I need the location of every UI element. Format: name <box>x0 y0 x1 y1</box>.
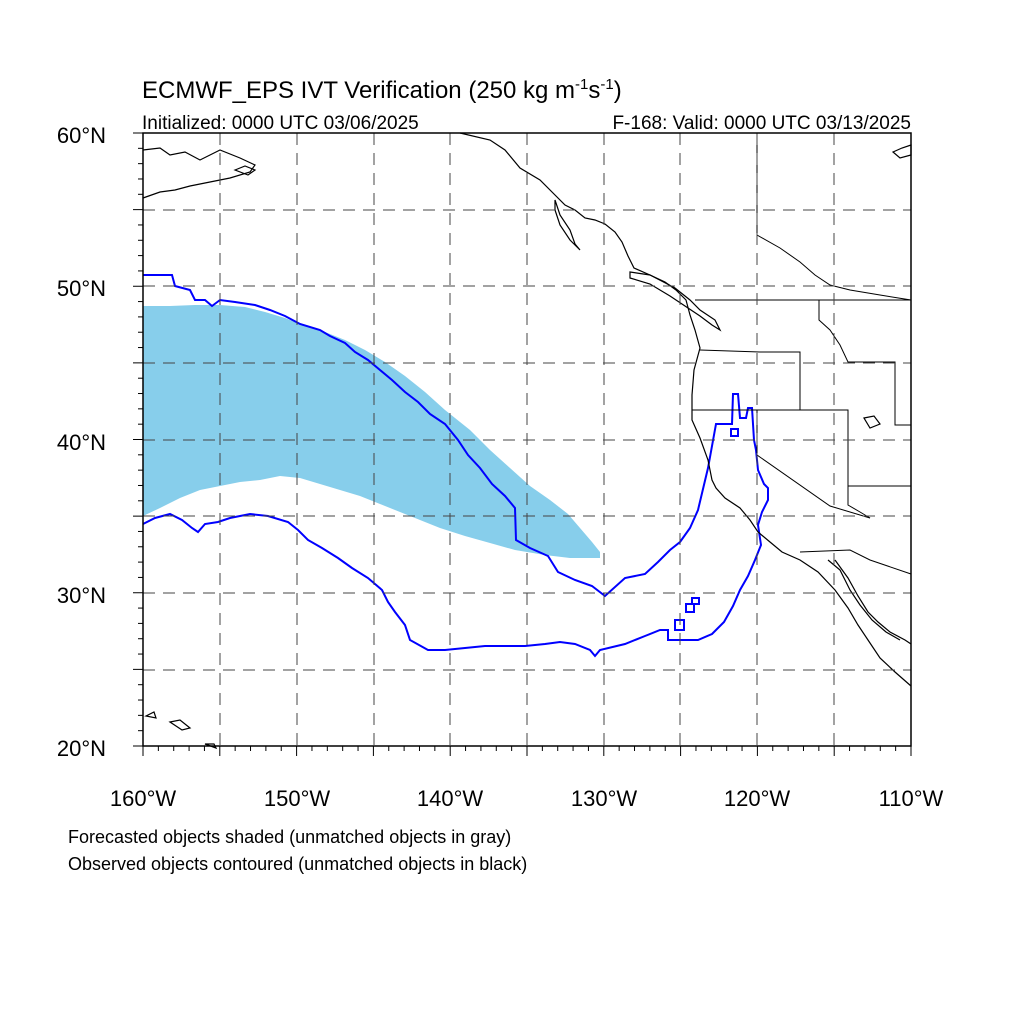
observed-object-contour <box>142 274 769 658</box>
lon-label-140w: 140°W <box>417 786 484 811</box>
longitude-labels: 160°W 150°W 140°W 130°W 120°W 110°W <box>110 786 944 811</box>
lat-label-60n: 60°N <box>57 123 106 148</box>
lon-label-160w: 160°W <box>110 786 177 811</box>
footer-forecast-note: Forecasted objects shaded (unmatched obj… <box>68 827 511 847</box>
lon-label-150w: 150°W <box>264 786 331 811</box>
valid-time: F-168: Valid: 0000 UTC 03/13/2025 <box>612 113 911 134</box>
observed-small-object <box>730 428 739 437</box>
lat-label-20n: 20°N <box>57 736 106 761</box>
map-title: ECMWF_EPS IVT Verification (250 kg m-1s-… <box>142 76 622 104</box>
lon-label-130w: 130°W <box>571 786 638 811</box>
initialized-time: Initialized: 0000 UTC 03/06/2025 <box>142 113 419 134</box>
observed-small-islands <box>674 597 700 631</box>
lon-label-110w: 110°W <box>879 786 944 811</box>
lat-lon-grid <box>143 133 911 746</box>
lat-label-40n: 40°N <box>57 430 106 455</box>
political-borders <box>692 133 912 575</box>
latitude-labels: 60°N 50°N 40°N 30°N 20°N <box>57 123 106 761</box>
lat-label-50n: 50°N <box>57 276 106 301</box>
lat-label-30n: 30°N <box>57 583 106 608</box>
forecast-object-shading <box>143 305 600 558</box>
axis-ticks <box>133 132 912 756</box>
lon-label-120w: 120°W <box>724 786 791 811</box>
footer-observed-note: Observed objects contoured (unmatched ob… <box>68 854 527 874</box>
